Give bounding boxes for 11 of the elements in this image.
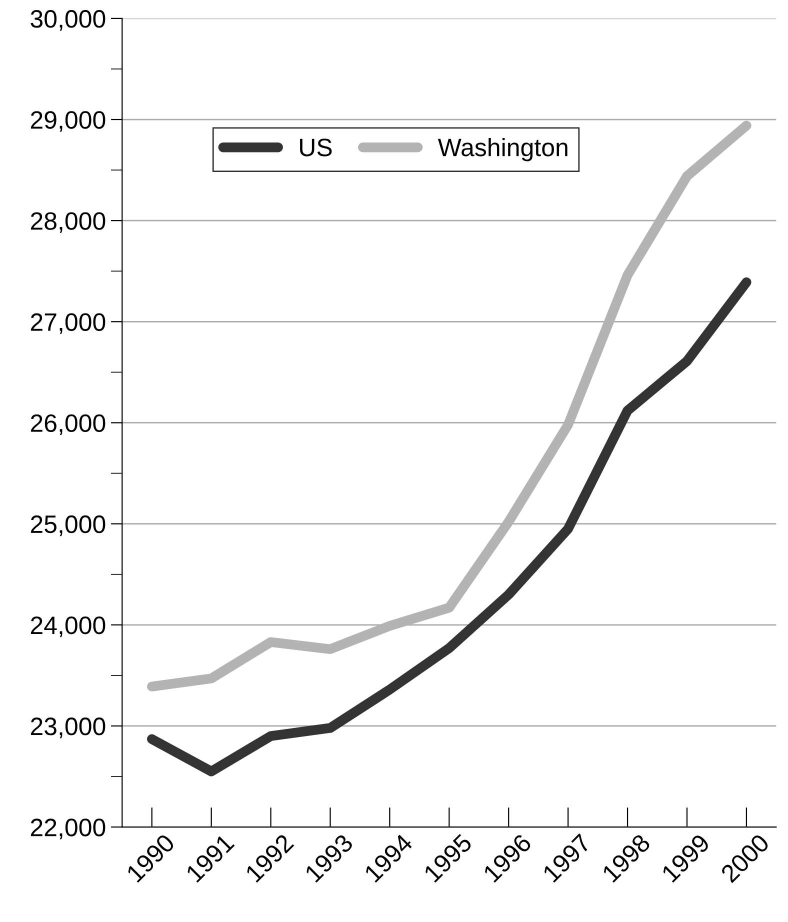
legend-label: US xyxy=(300,138,332,156)
y-tick-label: 29,000 xyxy=(30,111,106,132)
legend-label: Washington xyxy=(438,138,568,162)
y-tick-label: 30,000 xyxy=(30,10,106,31)
y-tick-label: 28,000 xyxy=(30,212,106,233)
y-tick-label: 27,000 xyxy=(30,313,106,334)
y-tick-label: 22,000 xyxy=(30,818,106,840)
y-tick-label: 23,000 xyxy=(30,718,106,738)
y-tick-label: 24,000 xyxy=(30,616,106,638)
y-tick-label: 25,000 xyxy=(30,515,106,536)
y-tick-label: 26,000 xyxy=(30,414,106,435)
